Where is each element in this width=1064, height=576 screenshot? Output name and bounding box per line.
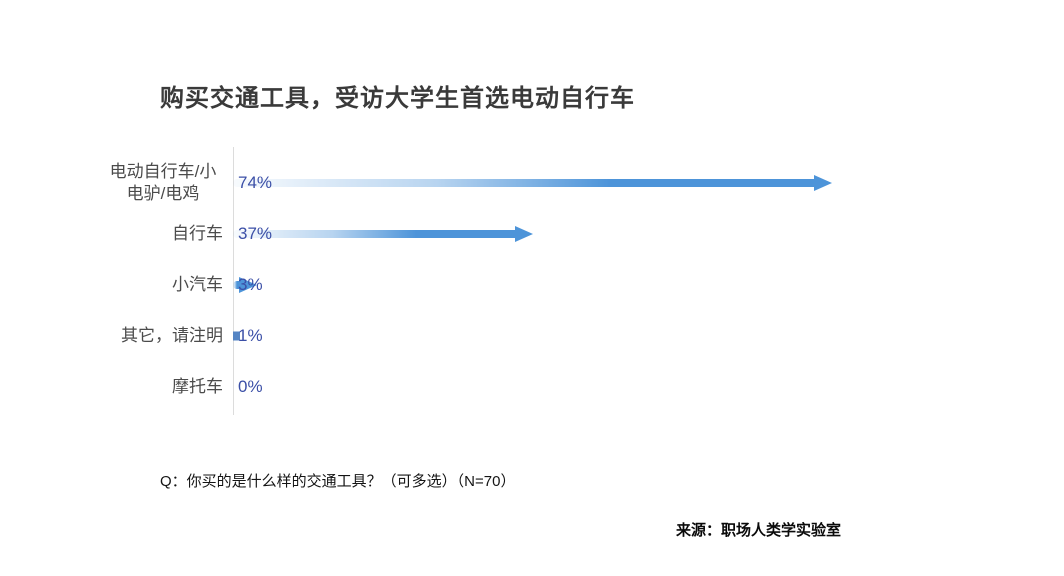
category-label-cell: 电动自行车/小电驴/电鸡 [0,157,233,208]
category-label-cell: 其它，请注明 [0,310,233,361]
chart-title: 购买交通工具，受访大学生首选电动自行车 [160,85,635,112]
bar [233,276,257,293]
category-label: 摩托车 [172,376,223,396]
category-label: 小汽车 [172,274,223,294]
chart-rows: 电动自行车/小电驴/电鸡 74% 自行车 37% 小汽车 3% 其它，请注明 1% 摩托车 0% [0,157,1064,412]
bar-shaft [233,178,814,187]
question-footnote: Q：你买的是什么样的交通工具？（可多选）（N=70） [160,473,516,490]
bar-arrowhead-icon [515,225,533,242]
category-label: 电动自行车/小电驴/电鸡 [109,162,217,203]
chart-row: 其它，请注明 1% [0,310,1064,361]
category-label: 其它，请注明 [121,325,223,345]
value-label: 1% [238,325,263,345]
category-label-cell: 小汽车 [0,259,233,310]
bar-shaft [233,280,239,289]
category-label: 自行车 [172,223,223,243]
bar [233,225,533,242]
value-label: 74% [238,172,273,192]
chart-row: 电动自行车/小电驴/电鸡 74% [0,157,1064,208]
value-label: 37% [238,223,273,243]
chart-row: 小汽车 3% [0,259,1064,310]
bar-arrowhead-icon [239,276,257,293]
chart-row: 自行车 37% [0,208,1064,259]
category-label-cell: 摩托车 [0,361,233,412]
bar-stub [233,331,240,340]
source-label: 来源：职场人类学实验室 [676,522,842,539]
chart-row: 摩托车 0% [0,361,1064,412]
bar-shaft [233,229,515,238]
bar-arrowhead-icon [814,174,832,191]
bar [233,174,832,191]
value-label: 0% [238,376,263,396]
value-label: 3% [238,274,263,294]
bar [233,331,240,340]
category-label-cell: 自行车 [0,208,233,259]
